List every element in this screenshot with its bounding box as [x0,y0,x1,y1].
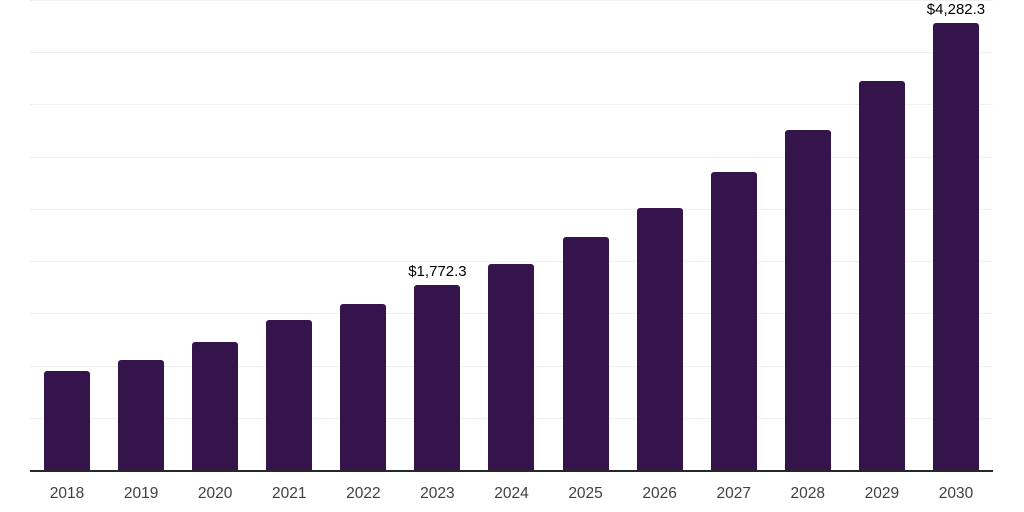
bar-slot-2026 [623,0,697,470]
plot-area: $1,772.3 $4,282.3 [30,0,993,470]
x-axis-labels: 2018 2019 2020 2021 2022 2023 2024 2025 2026 2027… [30,483,993,505]
x-tick-label-2023: 2023 [420,485,455,502]
gridline-2500 [30,208,993,210]
x-tick-label-2028: 2028 [790,485,826,502]
x-tick-label-2022: 2022 [346,485,381,502]
bar-2024 [488,263,535,470]
x-tick-label-2020: 2020 [197,485,233,502]
x-axis-line [30,470,993,472]
bar-2028 [784,130,831,470]
bar-2018 [44,370,91,470]
bar-2027 [710,172,757,470]
data-label-2023: $1,772.3 [408,262,467,280]
x-tick-label-2026: 2026 [642,485,677,502]
x-tick-label-2024: 2024 [494,485,529,502]
data-label-2030: $4,282.3 [926,0,986,18]
bar-2026 [636,208,683,470]
bar-2025 [562,237,609,470]
bar-slot-2030: $4,282.3 [919,0,993,470]
bar-slot-2029 [845,0,919,470]
x-tick-label-2025: 2025 [568,485,603,502]
x-tick-label-2027: 2027 [716,485,751,502]
x-tick-label-2021: 2021 [272,485,307,502]
bar-slot-2027 [697,0,771,470]
bar-slot-2021 [252,0,326,470]
x-tick-label-2018: 2018 [49,485,85,502]
x-tick-label-2029: 2029 [864,485,900,502]
bar-slot-2022 [326,0,400,470]
gridline-3000 [30,156,993,158]
bar-slot-2020 [178,0,252,470]
bar-2030 [932,22,979,470]
x-tick-label-2019: 2019 [123,485,159,502]
bar-slot-2025 [549,0,623,470]
bar-slot-2018 [30,0,104,470]
bar-slot-2028 [771,0,845,470]
bar-slot-2024 [474,0,548,470]
bar-2020 [192,342,239,470]
bar-slot-2023: $1,772.3 [400,0,474,470]
gridline-4500 [30,0,993,1]
bar-2022 [340,303,387,470]
gridline-4000 [30,52,993,54]
bar-2021 [266,320,313,470]
x-tick-label-2030: 2030 [938,485,974,502]
gridline-3500 [30,104,993,106]
bar-2023 [414,284,461,470]
bar-2029 [858,81,905,470]
bar-2019 [118,359,165,470]
gridline-2000 [30,261,993,263]
bar-slot-2019 [104,0,178,470]
